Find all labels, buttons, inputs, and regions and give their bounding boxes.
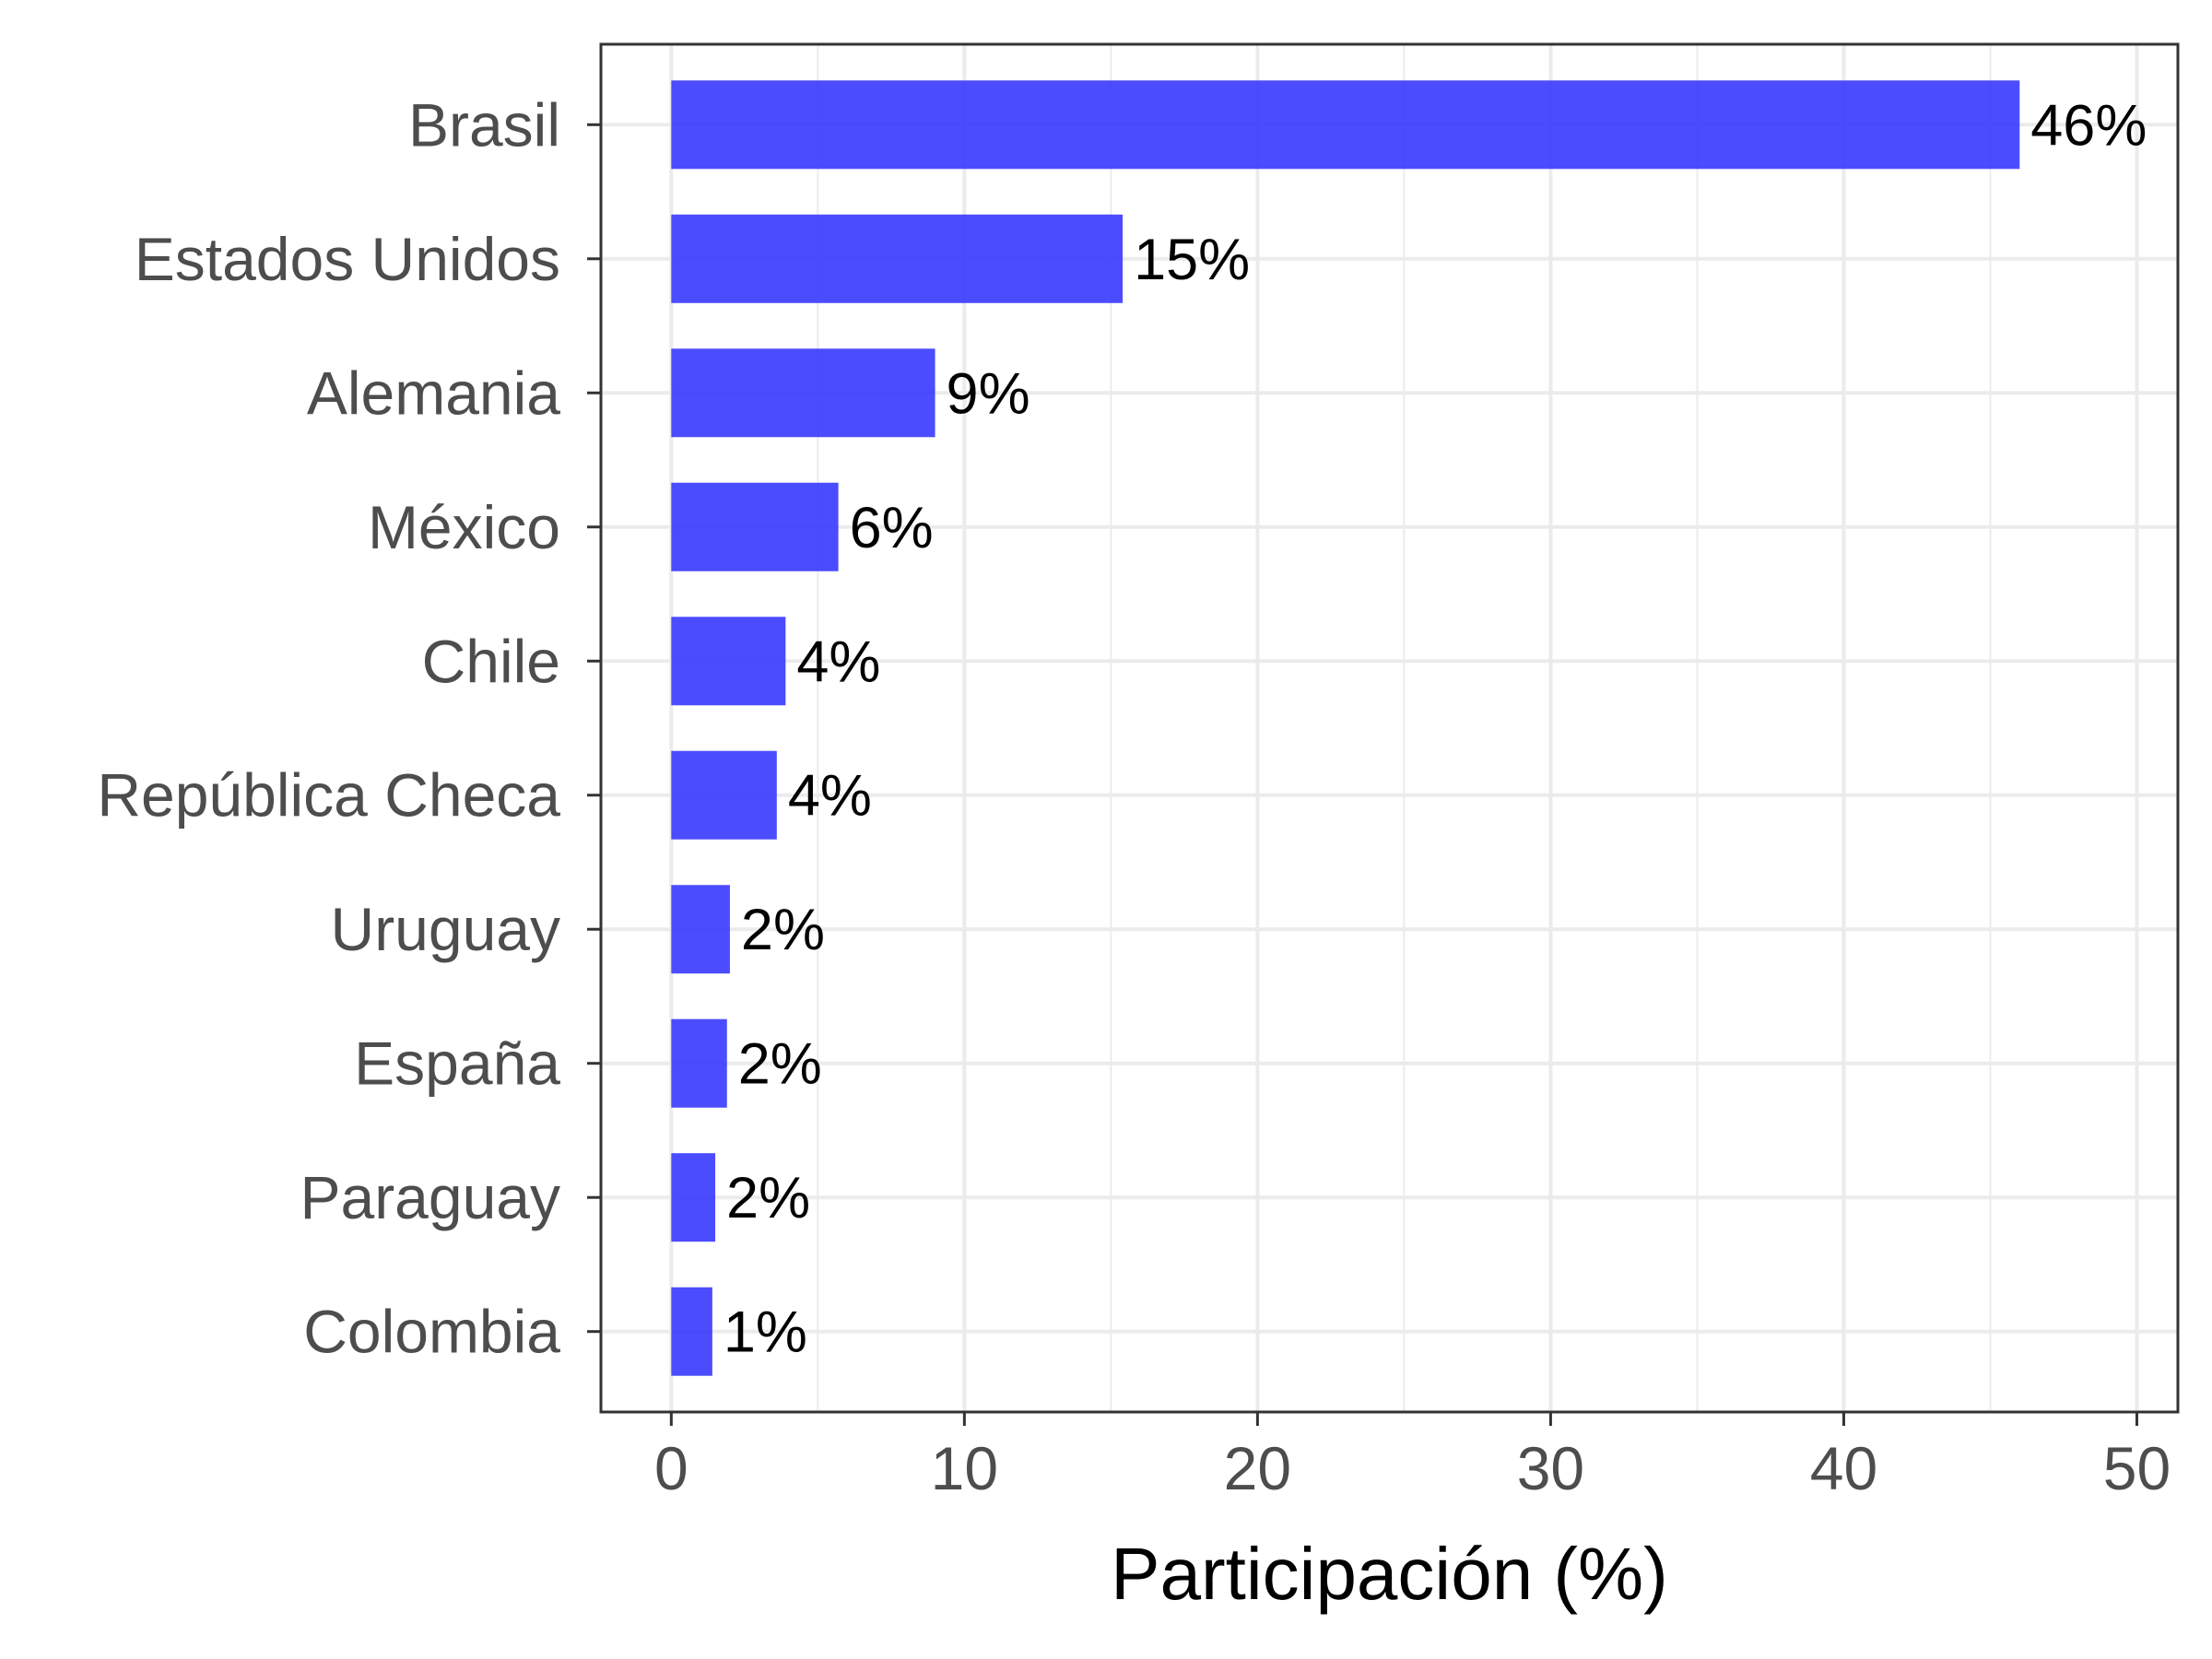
x-tick-label: 30 [1517, 1434, 1584, 1502]
bar [671, 348, 935, 438]
y-tick-label: República Checa [97, 761, 560, 830]
bar [671, 214, 1124, 303]
bar [671, 1018, 727, 1108]
y-axis: Brasil Estados Unidos Alemania México Chile R… [97, 90, 601, 1366]
bar [671, 750, 777, 840]
data-label: 4% [788, 764, 872, 829]
bar [671, 1153, 716, 1242]
data-label: 1% [724, 1300, 807, 1365]
y-tick-label: Uruguay [331, 895, 560, 963]
y-tick-label: Alemania [307, 359, 560, 427]
grid-major [601, 44, 2178, 1412]
bars [671, 80, 2020, 1376]
y-tick-label: Colombia [303, 1298, 560, 1366]
y-tick-label: Estados Unidos [135, 225, 560, 293]
y-tick-label: México [368, 493, 560, 561]
data-label: 9% [947, 361, 1030, 426]
data-label: 2% [726, 1166, 810, 1230]
data-label: 46% [2030, 93, 2147, 158]
x-tick-label: 10 [931, 1434, 998, 1502]
bar [671, 617, 786, 706]
bar [671, 482, 839, 571]
data-label: 15% [1134, 228, 1250, 292]
x-axis: 0 10 20 30 40 50 [654, 1412, 2171, 1502]
data-label: 2% [738, 1032, 822, 1097]
x-axis-title: Participación (%) [1111, 1533, 1668, 1615]
bar [671, 885, 730, 974]
data-label: 4% [796, 629, 880, 694]
x-tick-label: 20 [1224, 1434, 1291, 1502]
x-tick-label: 40 [1810, 1434, 1877, 1502]
panel-border [599, 42, 2180, 1414]
data-labels: 46% 15% 9% 6% 4% 4% 2% 2% 2% 1% [724, 93, 2147, 1364]
x-tick-label: 50 [2103, 1434, 2171, 1502]
x-tick-label: 0 [654, 1434, 688, 1502]
y-tick-label: Chile [422, 627, 560, 695]
y-tick-label: Brasil [408, 90, 560, 159]
bar [671, 80, 2020, 170]
y-tick-label: España [354, 1030, 560, 1098]
data-label: 6% [850, 496, 934, 560]
bar [671, 1287, 712, 1376]
y-tick-label: Paraguay [300, 1163, 560, 1231]
data-label: 2% [741, 898, 825, 962]
